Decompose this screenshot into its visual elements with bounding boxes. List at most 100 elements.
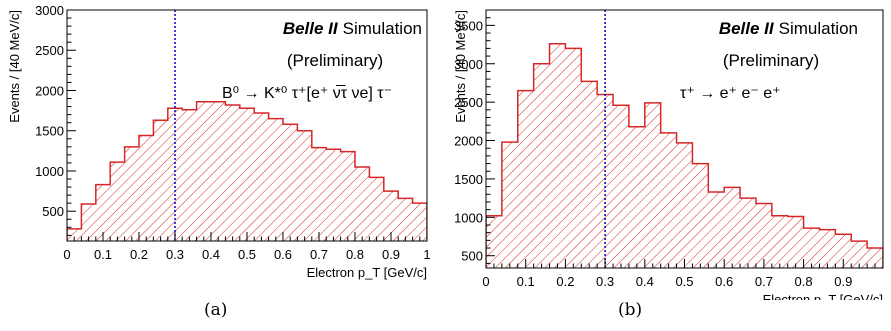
y-tick-label: 1000 xyxy=(35,164,64,179)
preliminary-label: (Preliminary) xyxy=(287,51,383,70)
histogram-bar xyxy=(628,126,645,268)
x-axis-title: Electron p_T [GeV/c] xyxy=(307,265,427,280)
histogram-bar xyxy=(708,191,725,268)
y-tick-label: 1500 xyxy=(35,124,64,139)
y-tick-label: 2000 xyxy=(35,83,64,98)
x-tick-label: 1 xyxy=(423,247,430,262)
x-tick-label: 0.2 xyxy=(130,247,148,262)
x-tick-label: 0.1 xyxy=(517,274,535,289)
histogram-bar xyxy=(340,151,355,241)
panel-a-caption: (a) xyxy=(204,300,228,320)
experiment-name: Belle II xyxy=(283,19,339,38)
x-tick-label: 0.5 xyxy=(238,247,256,262)
simulation-tag: Simulation xyxy=(343,19,422,38)
histogram-bar xyxy=(196,101,211,241)
histogram-bar xyxy=(597,94,614,268)
x-tick-label: 0.8 xyxy=(346,247,364,262)
histogram-bar xyxy=(95,184,111,241)
x-axis-title: Electron p_T [GeV/c] xyxy=(763,292,883,300)
histogram-bar xyxy=(225,104,240,241)
histogram-bar xyxy=(517,90,534,268)
histogram-bar xyxy=(835,234,852,268)
histogram-bar xyxy=(501,142,518,268)
histogram-bar xyxy=(486,215,502,268)
y-tick-label: 500 xyxy=(42,204,64,219)
x-tick-label: 0.6 xyxy=(274,247,292,262)
histogram-bar xyxy=(867,248,883,268)
histogram-bar xyxy=(355,166,370,241)
y-tick-label: 1000 xyxy=(454,210,483,225)
simulation-tag: Simulation xyxy=(779,19,858,38)
histogram-outline xyxy=(486,43,883,268)
histogram-bars xyxy=(67,101,427,241)
histogram-bar xyxy=(110,162,125,241)
y-tick-label: 2500 xyxy=(454,95,483,110)
experiment-label: Belle II Simulation xyxy=(719,19,858,38)
histogram-bar xyxy=(268,118,283,241)
histogram-bar xyxy=(819,229,836,268)
decay-process-label: B⁰ → K*⁰ τ⁺[e⁺ ν̅τ νe] τ⁻ xyxy=(222,84,392,102)
preliminary-label: (Preliminary) xyxy=(723,51,819,70)
histogram-bar xyxy=(124,146,139,241)
y-tick-label: 1500 xyxy=(454,172,483,187)
histogram-bar xyxy=(211,101,226,241)
y-tick-label: 3000 xyxy=(35,3,64,18)
histogram-bar xyxy=(311,147,327,241)
histogram-bar xyxy=(182,109,197,241)
experiment-name: Belle II xyxy=(719,19,775,38)
panel-b-caption: (b) xyxy=(618,300,643,320)
x-tick-label: 0.2 xyxy=(556,274,574,289)
histogram-bars xyxy=(486,43,883,268)
histogram-b-svg: 0 0.1 0.2 0.3 0.4 0.5 0.6 0.7 0.8 0.9 500 1000 1500 2… xyxy=(453,9,884,300)
x-tick-label: 0.6 xyxy=(715,274,733,289)
histogram-bar xyxy=(771,215,788,268)
x-tick-label: 0.9 xyxy=(382,247,400,262)
histogram-a-svg: 0 0.1 0.2 0.3 0.4 0.5 0.6 0.7 0.8 0.9 150010001500… xyxy=(7,3,431,280)
x-tick-label: 0.5 xyxy=(675,274,693,289)
histogram-bar xyxy=(153,120,168,241)
histogram-panel-b: 0 0.1 0.2 0.3 0.4 0.5 0.6 0.7 0.8 0.9 500 1000 1500 2… xyxy=(446,0,891,331)
histogram-bar xyxy=(581,81,598,268)
y-axis-title: Events / [40 MeV/c] xyxy=(453,10,468,123)
histogram-bar xyxy=(755,203,772,268)
histogram-bar xyxy=(613,105,629,268)
x-tick-label: 0.3 xyxy=(166,247,184,262)
x-tick-label: 0.7 xyxy=(755,274,773,289)
histogram-bar xyxy=(692,163,709,268)
histogram-bar xyxy=(398,198,413,241)
x-tick-label: 0.9 xyxy=(834,274,852,289)
y-axis-title: Events / [40 MeV/c] xyxy=(7,10,22,123)
histogram-bar xyxy=(412,203,427,241)
x-tick-label: 0.4 xyxy=(202,247,220,262)
histogram-bar xyxy=(724,187,741,268)
y-tick-label: 2500 xyxy=(35,43,64,58)
histogram-bar xyxy=(533,63,550,268)
y-tick-label: 3500 xyxy=(454,18,483,33)
histogram-bar xyxy=(644,102,661,268)
histogram-bar xyxy=(67,228,82,241)
x-tick-label: 0 xyxy=(63,247,70,262)
x-tick-label: 0.8 xyxy=(795,274,813,289)
histogram-panel-a: 0 0.1 0.2 0.3 0.4 0.5 0.6 0.7 0.8 0.9 1 500 1000 1500… xyxy=(0,0,445,331)
histogram-bar xyxy=(565,48,582,268)
y-tick-label: 500 xyxy=(461,249,483,264)
x-tick-label: 0.4 xyxy=(636,274,654,289)
histogram-bar xyxy=(660,132,677,268)
histogram-bar xyxy=(297,130,312,241)
y-tick-label: 3000 xyxy=(454,57,483,72)
histogram-bar xyxy=(254,113,269,241)
histogram-bar xyxy=(81,203,96,241)
y-tick-label: 2000 xyxy=(454,134,483,149)
histogram-bar xyxy=(851,241,868,268)
histogram-bar xyxy=(787,216,804,268)
histogram-bar xyxy=(740,198,756,268)
histogram-bar xyxy=(139,135,154,241)
histogram-bar xyxy=(676,142,693,268)
x-tick-label: 0 xyxy=(482,274,489,289)
histogram-bar xyxy=(549,43,566,268)
histogram-bar xyxy=(239,108,255,241)
histogram-outline xyxy=(67,101,427,241)
histogram-bar xyxy=(326,149,341,241)
histogram-bar xyxy=(369,177,384,241)
x-tick-label: 0.3 xyxy=(596,274,614,289)
